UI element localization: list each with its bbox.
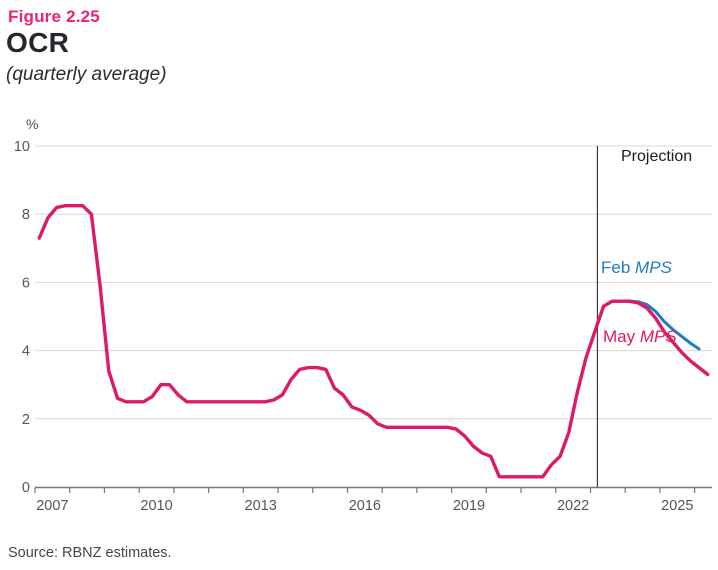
y-tick-label-4: 4 bbox=[22, 344, 30, 360]
x-tick-label-2019: 2019 bbox=[453, 498, 485, 514]
x-tick-label-2025: 2025 bbox=[661, 498, 693, 514]
x-tick-label-2016: 2016 bbox=[349, 498, 381, 514]
legend-may-mps: May MPS bbox=[603, 327, 677, 347]
y-tick-label-0: 0 bbox=[22, 480, 30, 496]
legend-may-prefix: May bbox=[603, 327, 640, 346]
y-tick-label-2: 2 bbox=[22, 412, 30, 428]
x-tick-label-2007: 2007 bbox=[36, 498, 68, 514]
legend-may-mps-italic: MPS bbox=[639, 327, 677, 346]
page-title: OCR bbox=[6, 27, 70, 58]
x-tick-label-2022: 2022 bbox=[557, 498, 589, 514]
series-line-may-mps bbox=[37, 203, 710, 479]
x-tick-label-2013: 2013 bbox=[245, 498, 277, 514]
x-tick-label-2010: 2010 bbox=[140, 498, 172, 514]
projection-annotation: Projection bbox=[621, 148, 693, 165]
y-axis-unit-label: % bbox=[26, 116, 39, 132]
y-tick-label-10: 10 bbox=[14, 139, 30, 155]
source-note: Source: RBNZ estimates. bbox=[8, 545, 172, 561]
figure-label: Figure 2.25 bbox=[8, 7, 100, 26]
legend-feb-mps-italic: MPS bbox=[635, 258, 672, 277]
y-tick-label-6: 6 bbox=[22, 275, 30, 291]
y-tick-label-8: 8 bbox=[22, 207, 30, 223]
legend-feb-mps: Feb MPS bbox=[601, 258, 672, 278]
legend-feb-prefix: Feb bbox=[601, 258, 636, 277]
chart-subtitle: (quarterly average) bbox=[6, 64, 167, 85]
